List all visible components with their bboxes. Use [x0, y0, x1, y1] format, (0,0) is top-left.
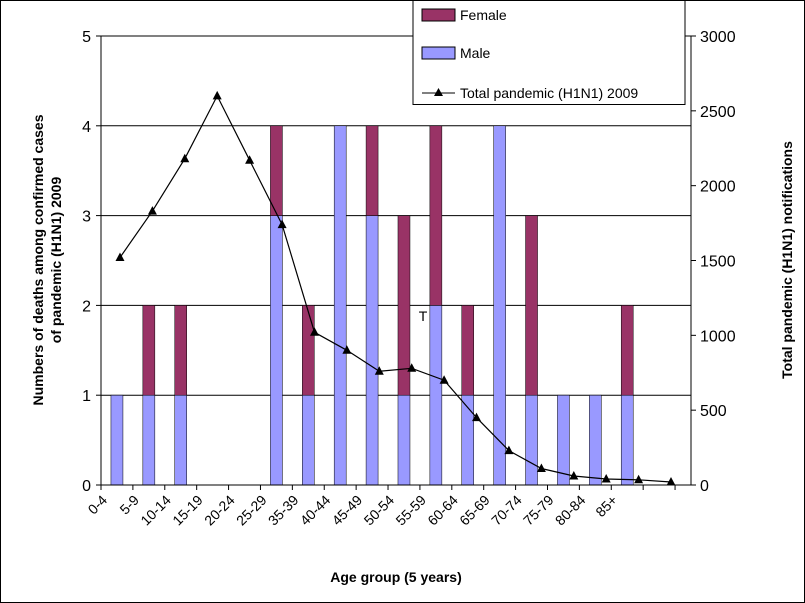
y2-tick-label-1500: 1500	[700, 254, 736, 271]
y-tick-label-0: 0	[82, 478, 91, 495]
bar-male-85+	[620, 394, 634, 486]
total-line-point-0	[115, 252, 125, 261]
bar-female-50-54	[397, 215, 411, 396]
bar-male-35-39	[302, 394, 315, 486]
y2-tick-label-3000: 3000	[700, 29, 736, 46]
total-line-point-6	[310, 327, 319, 336]
total-line-point-3	[212, 90, 222, 100]
y2-tick-label-1000: 1000	[700, 328, 736, 345]
legend-marker-total	[434, 88, 443, 96]
total-line-point-2	[180, 153, 190, 163]
y-tick-label-5: 5	[82, 29, 91, 46]
y-axis-title-line-1: Numbers of deaths among confirmed cases	[30, 114, 46, 405]
bar-male-50-54	[397, 394, 411, 486]
total-line-point-14	[569, 471, 579, 480]
total-line-point-5	[277, 219, 287, 229]
annotation-t: T	[419, 308, 428, 324]
bar-female-70-74	[525, 215, 538, 396]
total-line-point-7	[342, 345, 352, 354]
bar-female-55-59	[429, 125, 443, 306]
bar-female-25-29	[270, 125, 283, 216]
bar-female-85+	[620, 305, 634, 396]
y-tick-label-1: 1	[82, 388, 91, 405]
total-line-point-10	[439, 375, 449, 384]
total-line-point-11	[472, 412, 481, 422]
y-tick-label-3: 3	[82, 209, 91, 226]
bar-male-5-9	[142, 394, 156, 486]
bar-male-70-74	[525, 394, 538, 486]
y2-tick-label-500: 500	[700, 403, 727, 420]
bar-male-75-79	[557, 394, 570, 486]
legend-box	[412, 0, 686, 105]
bar-male-65-69	[493, 125, 506, 486]
bar-male-10-14	[174, 394, 187, 486]
bar-male-60-64	[461, 394, 475, 486]
bar-male-0-4	[110, 394, 124, 486]
y2-axis-ticks: 0 500 1000 1500 2000 2500 3000	[691, 29, 736, 495]
bar-female-10-14	[174, 305, 187, 396]
y2-tick-label-0: 0	[700, 478, 709, 495]
bar-female-60-64	[461, 305, 475, 396]
y2-tick-label-2500: 2500	[700, 104, 736, 121]
total-line-point-12	[504, 445, 514, 455]
total-line	[115, 90, 676, 486]
y-tick-label-2: 2	[82, 298, 91, 315]
bar-female-5-9	[142, 305, 156, 396]
bar-female-35-39	[302, 305, 315, 396]
bar-male-45-49	[365, 215, 379, 486]
total-line-point-16	[634, 474, 644, 484]
bar-male-25-29	[270, 215, 283, 486]
legend-label-male: Male	[460, 45, 491, 61]
bar-male-40-44	[333, 125, 347, 486]
total-line-point-4	[245, 155, 255, 164]
total-line-point-17	[666, 477, 676, 486]
legend-label-female: Female	[460, 7, 507, 23]
bar-male-80-84	[589, 394, 602, 486]
total-line-point-1	[147, 206, 157, 215]
total-line-point-9	[407, 363, 417, 372]
total-line-point-13	[536, 463, 546, 472]
bars	[110, 125, 634, 486]
total-line-point-8	[374, 366, 384, 375]
legend: Female Male Total pandemic (H1N1) 2009	[412, 0, 686, 105]
bar-male-55-59	[429, 305, 443, 486]
x-axis-title: Age group (5 years)	[330, 569, 461, 585]
legend-swatch-male	[421, 46, 456, 60]
total-line-path	[119, 94, 672, 483]
total-line-point-15	[601, 474, 611, 483]
y-tick-label-4: 4	[82, 119, 91, 136]
y-axis-ticks: 0 1 2 3 4 5	[82, 29, 101, 495]
legend-label-total: Total pandemic (H1N1) 2009	[460, 85, 638, 101]
legend-swatch-female	[421, 8, 456, 22]
y2-axis-title: Total pandemic (H1N1) notifications	[779, 141, 795, 379]
bar-female-45-49	[365, 125, 379, 216]
y2-tick-label-2000: 2000	[700, 179, 736, 196]
y-axis-title-line-2: of pandemic (H1N1) 2009	[48, 177, 64, 344]
